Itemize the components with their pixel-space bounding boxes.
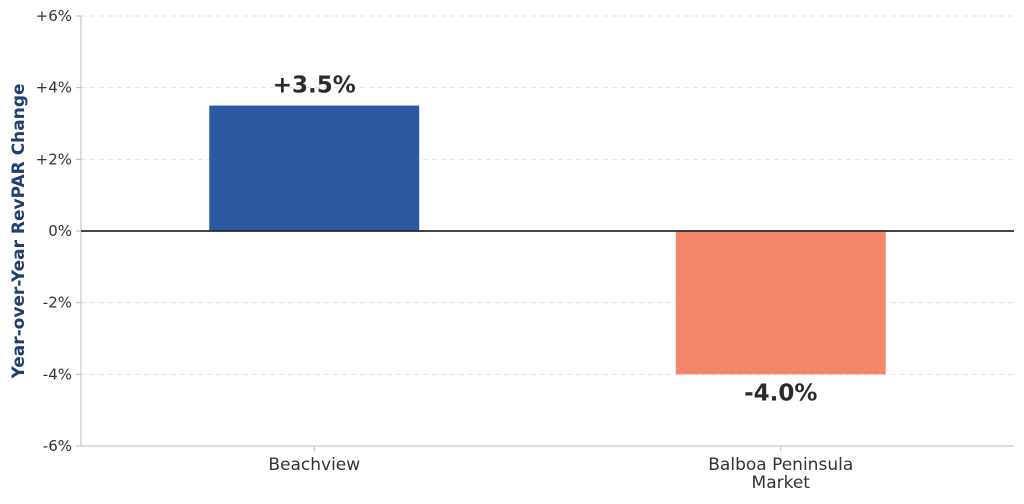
bars: [81, 105, 1014, 375]
data-label: -4.0%: [744, 380, 817, 406]
data-label: +3.5%: [273, 73, 356, 99]
x-tick-label: Beachview: [268, 455, 360, 475]
axes: +6% +4% +2% 0% -2% -4% -6%: [36, 7, 1014, 455]
y-tick-label: +6%: [36, 7, 72, 25]
bar: [209, 105, 420, 231]
y-axis-title: Year-over-Year RevPAR Change: [9, 83, 29, 379]
y-tick-label: +4%: [36, 79, 72, 97]
bar: [675, 231, 886, 375]
y-tick-label: 0%: [48, 222, 72, 240]
y-tick-label: -6%: [43, 437, 72, 455]
y-tick-label: -2%: [43, 294, 72, 312]
y-tick-label: -4%: [43, 365, 72, 383]
y-tick-label: +2%: [36, 150, 72, 168]
x-tick-label: Balboa Peninsula: [708, 455, 853, 475]
labels: +3.5% Beachview -4.0% Balboa PeninsulaMarke…: [268, 73, 853, 493]
x-tick-label: Market: [752, 473, 811, 493]
